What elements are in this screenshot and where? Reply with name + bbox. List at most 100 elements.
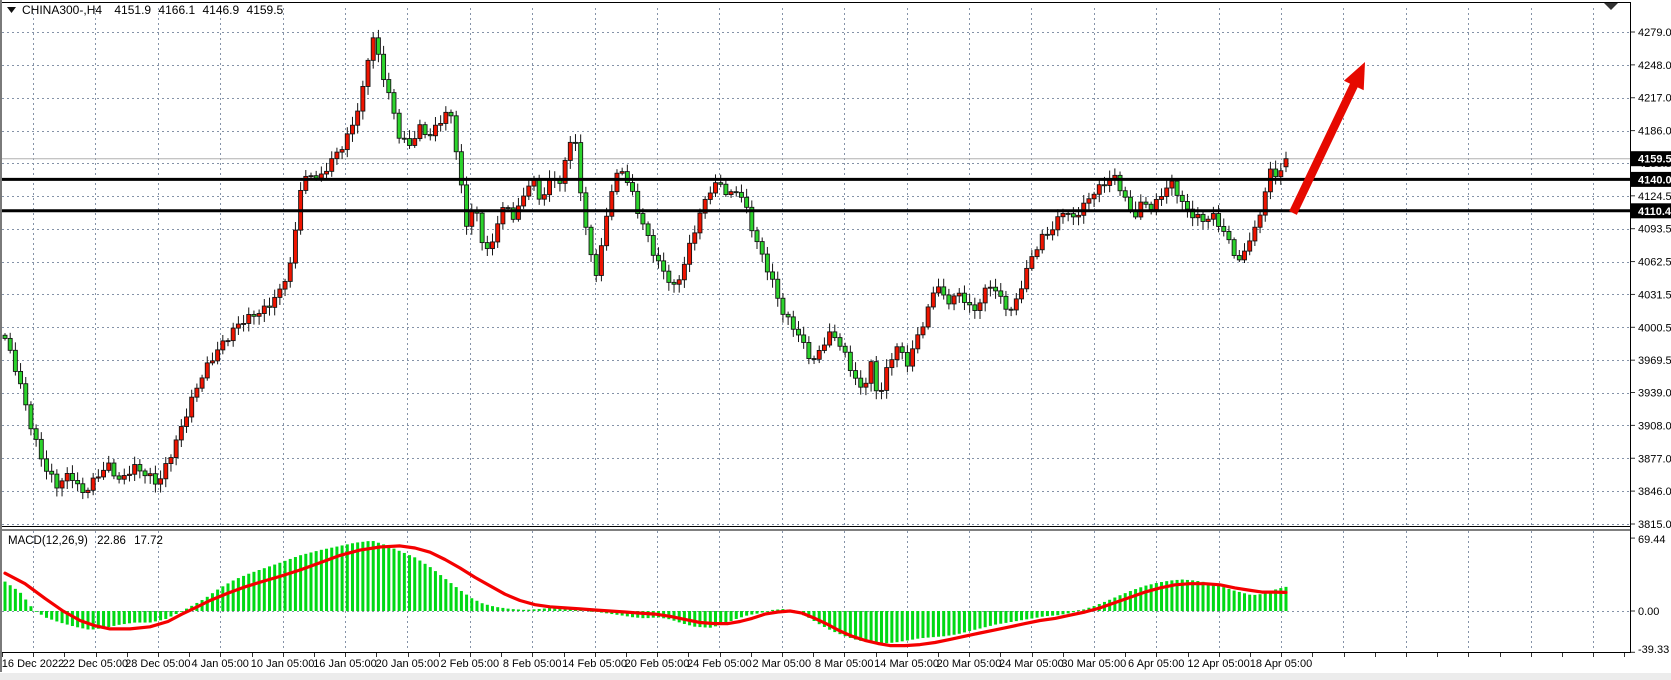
bear-candle — [780, 297, 786, 315]
bear-candle — [7, 337, 13, 351]
bear-candle — [764, 253, 770, 273]
symbol-dropdown-icon[interactable] — [7, 7, 16, 13]
macd-histogram-bar — [879, 611, 883, 644]
macd-histogram-bar — [532, 609, 536, 611]
macd-histogram-bar — [760, 611, 764, 613]
bear-candle — [1070, 213, 1076, 218]
bear-candle — [1008, 308, 1014, 311]
bear-candle — [407, 138, 412, 146]
macd-histogram-bar — [459, 590, 463, 611]
bull-candle — [915, 334, 921, 350]
bear-candle — [904, 351, 910, 367]
bull-candle — [101, 469, 106, 478]
bear-candle — [801, 334, 807, 343]
macd-histogram-bar — [1284, 586, 1288, 611]
macd-histogram-bar — [257, 570, 261, 611]
macd-histogram-bar — [1243, 593, 1246, 611]
macd-histogram-bar — [952, 611, 956, 635]
bear-candle — [946, 294, 952, 305]
bear-candle — [2, 334, 8, 339]
macd-histogram-bar — [242, 575, 246, 611]
bear-candle — [1117, 174, 1123, 192]
macd-histogram-bar — [822, 611, 826, 627]
trend-arrow-head[interactable] — [1343, 62, 1365, 91]
bear-candle — [49, 470, 55, 475]
bear-candle — [656, 254, 661, 262]
time-tick-label: 12 Apr 05:00 — [1187, 658, 1249, 670]
bull-candle — [1019, 288, 1024, 300]
bull-candle — [1076, 214, 1081, 218]
bull-candle — [930, 292, 936, 308]
price-tick-label: 3969.5 — [1638, 355, 1671, 367]
bull-candle — [1050, 229, 1056, 236]
price-tick-label: 3939.0 — [1638, 388, 1671, 400]
bull-candle — [910, 348, 916, 367]
macd-histogram-bar — [755, 611, 759, 614]
bull-candle — [350, 124, 355, 135]
macd-histogram-bar — [999, 611, 1003, 624]
macd-histogram-bar — [55, 611, 59, 622]
bull-candle — [121, 475, 127, 480]
bull-candle — [868, 361, 874, 384]
macd-histogram-bar — [843, 611, 847, 637]
macd-histogram-bar — [19, 592, 23, 611]
macd-histogram-bar — [91, 611, 95, 630]
level-price-badge-label: 4110.4 — [1638, 206, 1671, 218]
bull-candle — [619, 171, 625, 174]
macd-histogram-bar — [335, 546, 339, 611]
time-tick-label: 20 Feb 05:00 — [625, 658, 690, 670]
macd-histogram-bar — [1077, 610, 1081, 611]
bear-candle — [671, 281, 677, 285]
time-tick-label: 18 Apr 05:00 — [1250, 658, 1312, 670]
bull-candle — [1210, 213, 1216, 220]
macd-histogram-bar — [174, 611, 178, 614]
macd-histogram-bar — [931, 611, 935, 638]
macd-histogram-bar — [392, 548, 396, 611]
time-tick-label: 30 Mar 05:00 — [1061, 658, 1126, 670]
macd-histogram-bar — [423, 563, 427, 611]
bull-candle — [95, 476, 101, 479]
bull-candle — [147, 473, 153, 477]
macd-histogram-bar — [350, 543, 354, 611]
window-left-edge — [0, 0, 2, 672]
macd-histogram-bar — [962, 611, 966, 633]
trend-arrow-shaft[interactable] — [1289, 80, 1360, 215]
macd-histogram-bar — [169, 611, 173, 617]
macd-histogram-bar — [283, 560, 287, 611]
macd-histogram-bar — [8, 585, 12, 611]
macd-histogram-bar — [465, 594, 469, 611]
horizontal-level-lines[interactable] — [2, 177, 1630, 213]
bull-candle — [230, 327, 236, 342]
bull-candle — [433, 124, 438, 137]
price-tick-label: 4093.5 — [1638, 224, 1671, 236]
price-tick-label: 4062.5 — [1638, 257, 1671, 269]
trend-arrow[interactable] — [1289, 62, 1365, 215]
macd-histogram-bar — [185, 608, 189, 611]
macd-histogram-bar — [553, 607, 557, 611]
bull-candle — [324, 170, 329, 175]
macd-histogram-bar — [107, 611, 111, 628]
macd-histogram-bar — [24, 599, 28, 611]
level-price-badge-label: 4140.0 — [1638, 174, 1671, 186]
time-tick-label: 14 Feb 05:00 — [562, 658, 627, 670]
macd-signal-line — [3, 544, 1288, 648]
time-tick-label: 4 Jan 05:00 — [191, 658, 249, 670]
macd-histogram-bar — [511, 609, 515, 611]
chart-shift-marker-icon[interactable] — [1604, 3, 1618, 10]
bear-candle — [1148, 203, 1154, 211]
bear-candle — [464, 184, 470, 227]
macd-histogram-bar — [231, 580, 235, 611]
macd-histogram-bar — [330, 547, 334, 611]
macd-histogram-bar — [1196, 581, 1200, 611]
macd-histogram-bar — [885, 611, 889, 644]
bear-candle — [640, 213, 646, 225]
time-tick-label: 14 Mar 05:00 — [874, 658, 939, 670]
macd-histogram-bar — [226, 583, 230, 611]
macd-histogram-bar — [408, 555, 412, 611]
bull-candle — [194, 387, 200, 398]
bull-candle — [292, 229, 298, 264]
macd-histogram-bar — [1045, 611, 1049, 617]
bull-candle — [261, 305, 267, 314]
